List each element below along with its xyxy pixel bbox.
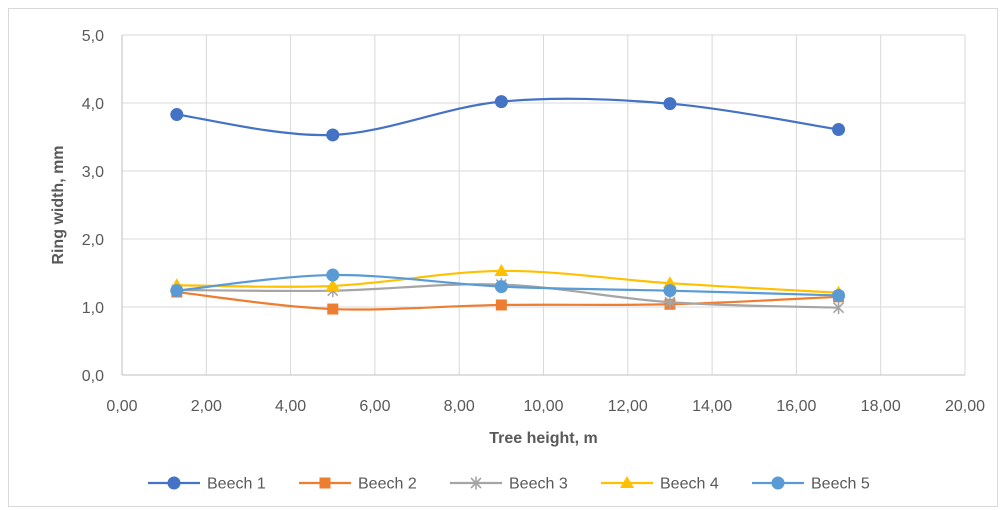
x-axis-title: Tree height, m — [489, 430, 597, 447]
legend-label: Beech 4 — [660, 476, 719, 493]
beech-1-series — [170, 95, 846, 142]
x-tick-label: 8,00 — [444, 398, 475, 415]
legend-item-beech-2: Beech 2 — [299, 476, 417, 493]
x-tick-label: 16,00 — [776, 398, 816, 415]
beech-5-series — [170, 268, 846, 302]
y-tick-label: 4,0 — [82, 96, 104, 113]
x-tick-label: 0,00 — [106, 398, 137, 415]
beech-1-point — [832, 123, 846, 137]
beech-1-point — [494, 95, 508, 109]
x-tick-label: 18,00 — [861, 398, 901, 415]
beech-3-point — [664, 295, 676, 309]
chart-border — [8, 8, 998, 507]
legend-marker-beech-1 — [167, 476, 181, 490]
x-tick-label: 6,00 — [359, 398, 390, 415]
legend-label: Beech 5 — [811, 476, 870, 493]
beech-2-point — [495, 299, 507, 311]
x-tick-label: 10,00 — [523, 398, 563, 415]
beech-5-point — [663, 284, 677, 298]
legend-label: Beech 3 — [509, 476, 568, 493]
beech-3-point — [832, 301, 845, 315]
legend-item-beech-3: Beech 3 — [450, 476, 568, 493]
x-tick-label: 2,00 — [191, 398, 222, 415]
x-tick-label: 20,00 — [945, 398, 985, 415]
x-tick-label: 4,00 — [275, 398, 306, 415]
legend-label: Beech 2 — [358, 476, 417, 493]
y-tick-label: 5,0 — [82, 28, 104, 45]
legend-marker-beech-2 — [319, 477, 331, 489]
y-tick-labels: 0,0 1,0 2,0 3,0 4,0 5,0 — [82, 28, 104, 385]
beech-1-point — [663, 97, 677, 111]
legend-marker-beech-5 — [771, 476, 785, 490]
legend-label: Beech 1 — [207, 476, 266, 493]
beech-4-point — [325, 278, 340, 291]
beech-5-point — [326, 268, 340, 282]
y-tick-label: 2,0 — [82, 232, 104, 249]
y-tick-label: 1,0 — [82, 300, 104, 317]
x-tick-label: 12,00 — [608, 398, 648, 415]
x-tick-label: 14,00 — [692, 398, 732, 415]
beech-1-point — [326, 128, 340, 142]
y-axis-title: Ring width, mm — [50, 145, 67, 264]
beech-1-point — [170, 108, 184, 122]
legend-marker-beech-3 — [470, 476, 482, 490]
beech-2-point — [327, 303, 339, 315]
plot-series — [169, 95, 846, 315]
legend-item-beech-4: Beech 4 — [601, 476, 719, 493]
legend-marker-beech-4 — [620, 476, 634, 488]
beech-5-point — [494, 280, 508, 294]
x-tick-labels: 0,00 2,00 4,00 6,00 8,00 10,00 12,00 14,00 16,00… — [106, 398, 985, 415]
legend: Beech 1 Beech 2 Beech 3 Beech 4 Beech 5 — [148, 476, 870, 493]
legend-item-beech-1: Beech 1 — [148, 476, 266, 493]
y-tick-label: 0,0 — [82, 368, 104, 385]
beech-5-point — [170, 284, 184, 298]
legend-item-beech-5: Beech 5 — [752, 476, 870, 493]
beech-4-point — [662, 276, 677, 289]
y-tick-label: 3,0 — [82, 164, 104, 181]
beech-5-point — [832, 288, 846, 302]
beech-4-point — [494, 263, 509, 276]
